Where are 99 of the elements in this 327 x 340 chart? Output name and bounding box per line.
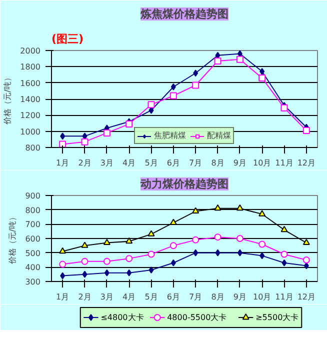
point	[260, 68, 265, 76]
point	[236, 235, 244, 242]
point	[170, 218, 177, 225]
point	[104, 269, 110, 276]
point	[282, 259, 287, 266]
point	[302, 256, 310, 264]
point	[260, 252, 265, 260]
point	[81, 138, 88, 146]
x-tick-label: 3月	[100, 158, 114, 168]
legend-label: ≤4800大卡	[100, 313, 144, 322]
point	[170, 259, 176, 266]
text: (图三)	[52, 32, 84, 46]
point	[148, 250, 155, 258]
y-axis-title: 价格（元/吨）	[8, 213, 18, 265]
point	[192, 82, 200, 89]
point	[280, 226, 288, 232]
point	[304, 262, 309, 270]
point	[258, 74, 266, 82]
point	[81, 258, 88, 265]
point	[60, 132, 66, 140]
point	[237, 249, 242, 256]
x-tick-label: 11月	[275, 292, 294, 302]
x-tick-label: 5月	[144, 158, 158, 168]
x-tick-label: 10月	[252, 158, 272, 168]
x-tick-label: 4月	[122, 158, 136, 168]
point	[59, 260, 66, 268]
point	[214, 204, 222, 211]
x-tick-label: 5月	[144, 292, 158, 302]
x-tick-label: 12月	[297, 292, 316, 302]
point	[148, 266, 154, 274]
legend-label: 4800-5500大卡	[167, 313, 227, 322]
point	[126, 120, 133, 128]
point	[170, 83, 176, 90]
point	[148, 230, 155, 236]
y-axis-title: 价格（元/吨）	[3, 74, 12, 126]
point	[258, 240, 266, 248]
point	[214, 58, 222, 65]
x-tick-label: 8月	[211, 292, 224, 302]
x-tick-label: 10月	[252, 292, 272, 302]
y-tick-label: 1600	[20, 78, 40, 88]
y-tick-label: 1800	[20, 62, 40, 72]
x-tick-label: 7月	[189, 158, 202, 168]
x-tick-label: 2月	[78, 158, 92, 168]
x-tick-label: 12月	[297, 158, 316, 168]
legend-label: 配精煤	[207, 130, 231, 141]
point	[103, 258, 110, 265]
y-tick-label: 2000	[20, 46, 40, 56]
point	[236, 56, 244, 63]
x-tick-label: 7月	[189, 292, 202, 302]
x-tick-label: 3月	[100, 292, 114, 302]
point	[192, 236, 200, 244]
x-tick-label: 9月	[233, 292, 246, 302]
x-tick-label: 11月	[275, 158, 294, 168]
y-tick-label: 1400	[20, 95, 40, 104]
point	[126, 269, 132, 276]
point	[148, 101, 155, 108]
x-tick-label: 9月	[233, 158, 246, 168]
point	[258, 210, 266, 216]
x-tick-label: 1月	[56, 158, 70, 168]
chart-title: 炼焦煤价格趋势图	[140, 8, 228, 20]
point	[192, 207, 200, 214]
y-tick-label: 1000	[20, 127, 40, 136]
y-tick-label: 600	[25, 234, 41, 244]
point	[126, 237, 133, 244]
point	[280, 250, 288, 258]
x-tick-label: 2月	[78, 292, 92, 302]
y-tick-label: 500	[25, 248, 41, 258]
point	[193, 249, 198, 256]
point	[103, 129, 110, 136]
x-tick-label: 6月	[166, 292, 180, 302]
point	[60, 272, 66, 280]
x-tick-label: 4月	[122, 292, 136, 302]
y-tick-label: 1200	[20, 111, 40, 120]
point	[170, 242, 177, 250]
y-tick-label: 700	[25, 220, 41, 230]
point	[81, 242, 88, 248]
point	[302, 127, 310, 134]
point	[280, 104, 288, 112]
point	[214, 234, 222, 241]
point	[126, 255, 133, 262]
x-tick-label: 1月	[56, 292, 70, 302]
point	[302, 238, 310, 246]
y-tick-label: 400	[25, 263, 41, 272]
point	[59, 247, 66, 254]
point	[193, 70, 198, 77]
y-tick-label: 300	[25, 278, 41, 286]
point	[82, 270, 88, 278]
point	[236, 204, 244, 211]
y-tick-label: 800	[25, 206, 41, 215]
point	[103, 238, 110, 246]
x-tick-label: 8月	[211, 158, 224, 168]
chart-title: 动力煤价格趋势图	[140, 178, 228, 190]
x-tick-label: 6月	[166, 158, 180, 168]
legend-label: ≥5500大卡	[256, 313, 299, 322]
point	[170, 92, 177, 100]
y-tick-label: 900	[25, 192, 41, 200]
legend-label: 焦肥精煤	[154, 130, 186, 141]
point	[215, 249, 220, 256]
y-tick-label: 800	[25, 144, 41, 152]
